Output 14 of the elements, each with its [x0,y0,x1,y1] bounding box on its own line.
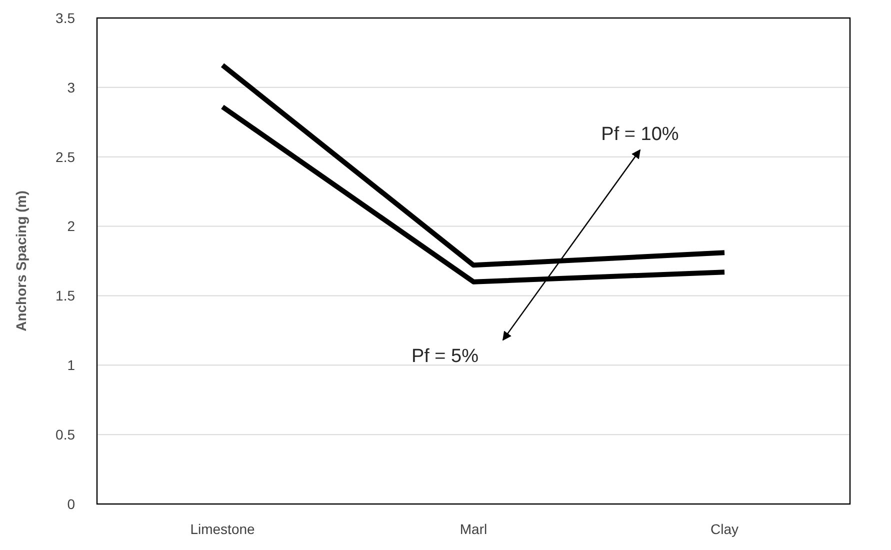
y-tick-label: 2 [67,218,76,234]
y-tick-label: 3 [67,79,76,96]
y-tick-label: 2.5 [56,148,76,165]
x-tick-label: Marl [460,521,488,537]
y-tick-label: 1.5 [56,288,76,304]
annotation: Pf = 10% [601,124,679,145]
y-tick-label: 3.5 [56,10,76,26]
y-tick-label: 0 [67,496,76,512]
y-tick-label: 0.5 [56,426,76,442]
annotation: Pf = 5% [411,346,479,367]
x-tick-label: Limestone [190,521,256,537]
x-tick-label: Clay [710,521,739,537]
y-axis-title: Anchors Spacing (m) [13,190,29,332]
y-tick-label: 1 [67,357,76,374]
